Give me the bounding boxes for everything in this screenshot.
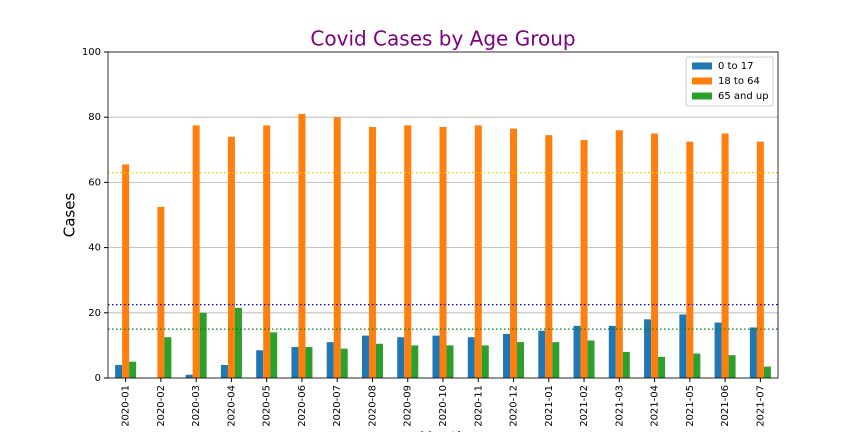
- legend-swatch: [692, 77, 712, 85]
- bar: [291, 347, 299, 378]
- bar: [658, 356, 666, 378]
- bar: [763, 366, 771, 378]
- x-tick-label: 2020-05: [262, 385, 273, 427]
- bar: [587, 340, 595, 378]
- y-tick-label: 0: [95, 373, 101, 384]
- x-tick-label: 2020-06: [297, 385, 308, 427]
- bar: [728, 355, 736, 378]
- x-tick-label: 2020-08: [367, 385, 378, 427]
- bar: [185, 374, 193, 378]
- y-tick-label: 80: [88, 112, 101, 123]
- chart-title: Covid Cases by Age Group: [310, 27, 575, 51]
- bar: [298, 113, 306, 378]
- legend-swatch: [692, 92, 712, 100]
- plot-frame: [107, 51, 779, 379]
- x-tick-label: 2021-05: [685, 385, 696, 427]
- x-axis-label: Month: [419, 429, 466, 433]
- y-tick-label: 20: [88, 308, 101, 319]
- bar: [375, 343, 383, 378]
- bar: [404, 125, 412, 378]
- bar: [122, 164, 130, 378]
- bar: [679, 314, 687, 378]
- bar: [115, 364, 123, 378]
- bar: [270, 332, 278, 378]
- bar: [157, 206, 165, 378]
- x-tick-label: 2021-07: [755, 385, 766, 427]
- x-tick-label: 2020-12: [509, 385, 520, 427]
- bar: [686, 141, 694, 378]
- bar: [333, 117, 341, 378]
- bar: [622, 351, 630, 378]
- bar: [510, 128, 518, 378]
- x-tick-label: 2021-04: [650, 385, 661, 427]
- x-tick-label: 2020-01: [121, 385, 132, 427]
- bar: [446, 345, 454, 378]
- y-tick-label: 60: [88, 177, 101, 188]
- legend-label: 0 to 17: [718, 61, 753, 72]
- bar: [129, 361, 137, 378]
- bar: [615, 130, 623, 378]
- bar: [256, 350, 264, 378]
- bar: [714, 322, 722, 378]
- bar: [580, 140, 588, 378]
- bar: [552, 342, 560, 378]
- bar: [227, 136, 235, 378]
- bar: [164, 337, 172, 378]
- bar: [573, 325, 581, 378]
- y-tick-label: 40: [88, 243, 101, 254]
- bar: [608, 325, 616, 378]
- bar: [192, 125, 200, 378]
- bar: [397, 337, 405, 378]
- bar: [517, 342, 525, 378]
- bar: [305, 347, 313, 378]
- bar: [644, 319, 652, 378]
- bar: [721, 133, 729, 378]
- bar: [481, 345, 489, 378]
- bar: [545, 135, 553, 378]
- x-tick-label: 2020-07: [332, 385, 343, 427]
- x-tick-label: 2020-04: [226, 385, 237, 427]
- x-tick-label: 2020-10: [438, 385, 449, 427]
- bar: [503, 333, 511, 378]
- bar: [432, 335, 440, 378]
- x-tick-label: 2021-03: [614, 385, 625, 427]
- bar: [368, 126, 376, 378]
- bar: [361, 335, 369, 378]
- y-tick-label: 100: [82, 47, 101, 58]
- legend-swatch: [692, 62, 712, 70]
- bar: [651, 133, 659, 378]
- bar: [756, 141, 764, 378]
- x-tick-label: 2020-09: [403, 385, 414, 427]
- x-tick-label: 2020-03: [191, 385, 202, 427]
- bar: [340, 348, 348, 378]
- bar: [467, 337, 475, 378]
- x-tick-label: 2020-02: [156, 385, 167, 427]
- x-tick-label: 2021-02: [579, 385, 590, 427]
- bar: [220, 364, 228, 378]
- x-tick-label: 2020-11: [473, 385, 484, 427]
- bar: [749, 327, 757, 378]
- bar: [263, 125, 271, 378]
- bar: [411, 345, 419, 378]
- bar: [326, 342, 334, 378]
- legend-label: 65 and up: [718, 91, 769, 102]
- y-axis-label: Cases: [61, 193, 79, 238]
- x-tick-label: 2021-06: [720, 385, 731, 427]
- bar: [538, 330, 546, 378]
- bar: [439, 126, 447, 378]
- bar: [234, 307, 242, 378]
- bar: [474, 125, 482, 378]
- bar: [199, 312, 207, 378]
- x-tick-label: 2021-01: [544, 385, 555, 427]
- bar: [693, 353, 701, 378]
- legend-label: 18 to 64: [718, 76, 760, 87]
